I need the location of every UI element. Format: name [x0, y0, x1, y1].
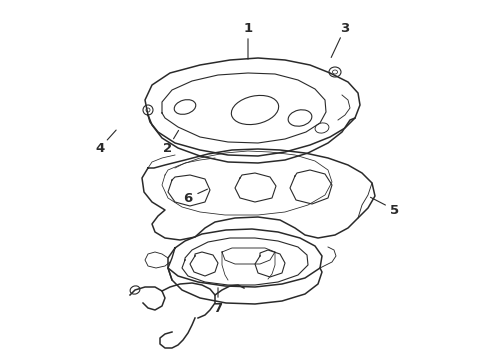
Text: 3: 3	[341, 22, 350, 35]
Text: 6: 6	[183, 192, 193, 204]
Text: 2: 2	[164, 141, 172, 154]
Text: 7: 7	[214, 302, 222, 315]
Text: 1: 1	[244, 22, 252, 35]
Text: 5: 5	[391, 203, 399, 216]
Text: 4: 4	[96, 141, 105, 154]
